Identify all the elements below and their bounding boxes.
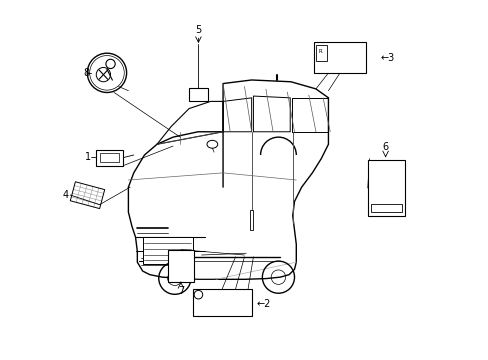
- Text: 6: 6: [382, 143, 388, 153]
- Text: ←3: ←3: [380, 53, 394, 63]
- Text: ←2: ←2: [257, 299, 271, 309]
- Text: 5: 5: [195, 24, 201, 35]
- Bar: [370, 204, 401, 212]
- Bar: [100, 153, 119, 162]
- Bar: [189, 88, 207, 102]
- Bar: [167, 249, 194, 282]
- Bar: [96, 150, 123, 166]
- Bar: [192, 289, 251, 316]
- Bar: [250, 210, 253, 230]
- Text: R: R: [318, 49, 322, 54]
- Bar: [142, 237, 192, 264]
- Text: 1: 1: [84, 153, 91, 162]
- Text: 4: 4: [62, 190, 69, 200]
- Bar: [367, 160, 405, 216]
- Text: 8: 8: [83, 68, 90, 78]
- Bar: [315, 45, 326, 62]
- Bar: [313, 42, 365, 73]
- Text: 7: 7: [178, 286, 183, 296]
